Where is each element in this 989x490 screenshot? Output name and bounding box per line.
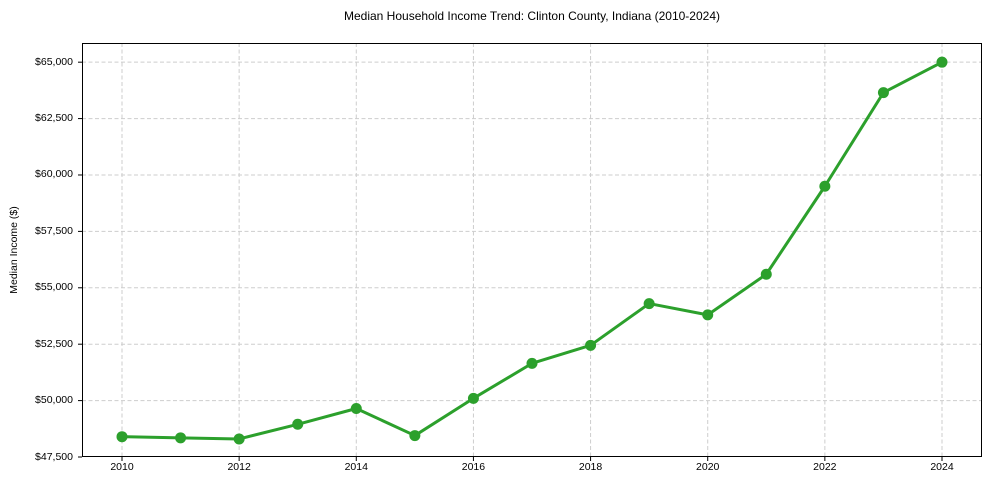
data-point-2011 [175,432,187,444]
x-tick-label-2018: 2018 [578,461,603,473]
y-tick-label-4: $57,500 [35,224,73,237]
data-point-2023 [877,87,889,99]
y-tick-label-1: $50,000 [35,394,73,407]
x-tick-label-2012: 2012 [227,461,251,473]
data-point-2015 [409,430,421,442]
y-tick-label-2: $52,500 [35,337,73,350]
data-point-2024 [936,56,948,68]
plot-border [82,43,982,457]
data-point-2016 [467,392,479,404]
x-tick-label-2022: 2022 [813,461,837,473]
x-tick-label-2016: 2016 [461,461,486,473]
data-point-2022 [819,180,831,192]
y-tick-label-5: $60,000 [35,168,73,181]
data-point-2014 [350,402,362,414]
data-point-2012 [233,433,245,445]
data-point-2013 [292,418,304,430]
data-point-2018 [585,339,597,351]
data-point-2020 [702,309,714,321]
data-point-2017 [526,357,538,369]
line-plot-svg [78,43,982,461]
data-point-2021 [760,268,772,280]
data-point-2010 [116,431,128,443]
data-point-2019 [643,298,655,310]
y-tick-label-7: $65,000 [35,55,73,68]
y-tick-label-0: $47,500 [35,450,73,463]
y-tick-label-3: $55,000 [35,281,73,294]
x-tick-label-2024: 2024 [930,461,954,473]
chart-title: Median Household Income Trend: Clinton C… [343,9,720,23]
x-tick-label-2014: 2014 [344,461,368,473]
x-tick-label-2010: 2010 [110,461,134,473]
x-tick-label-2020: 2020 [696,461,720,473]
y-tick-label-6: $62,500 [35,112,73,125]
